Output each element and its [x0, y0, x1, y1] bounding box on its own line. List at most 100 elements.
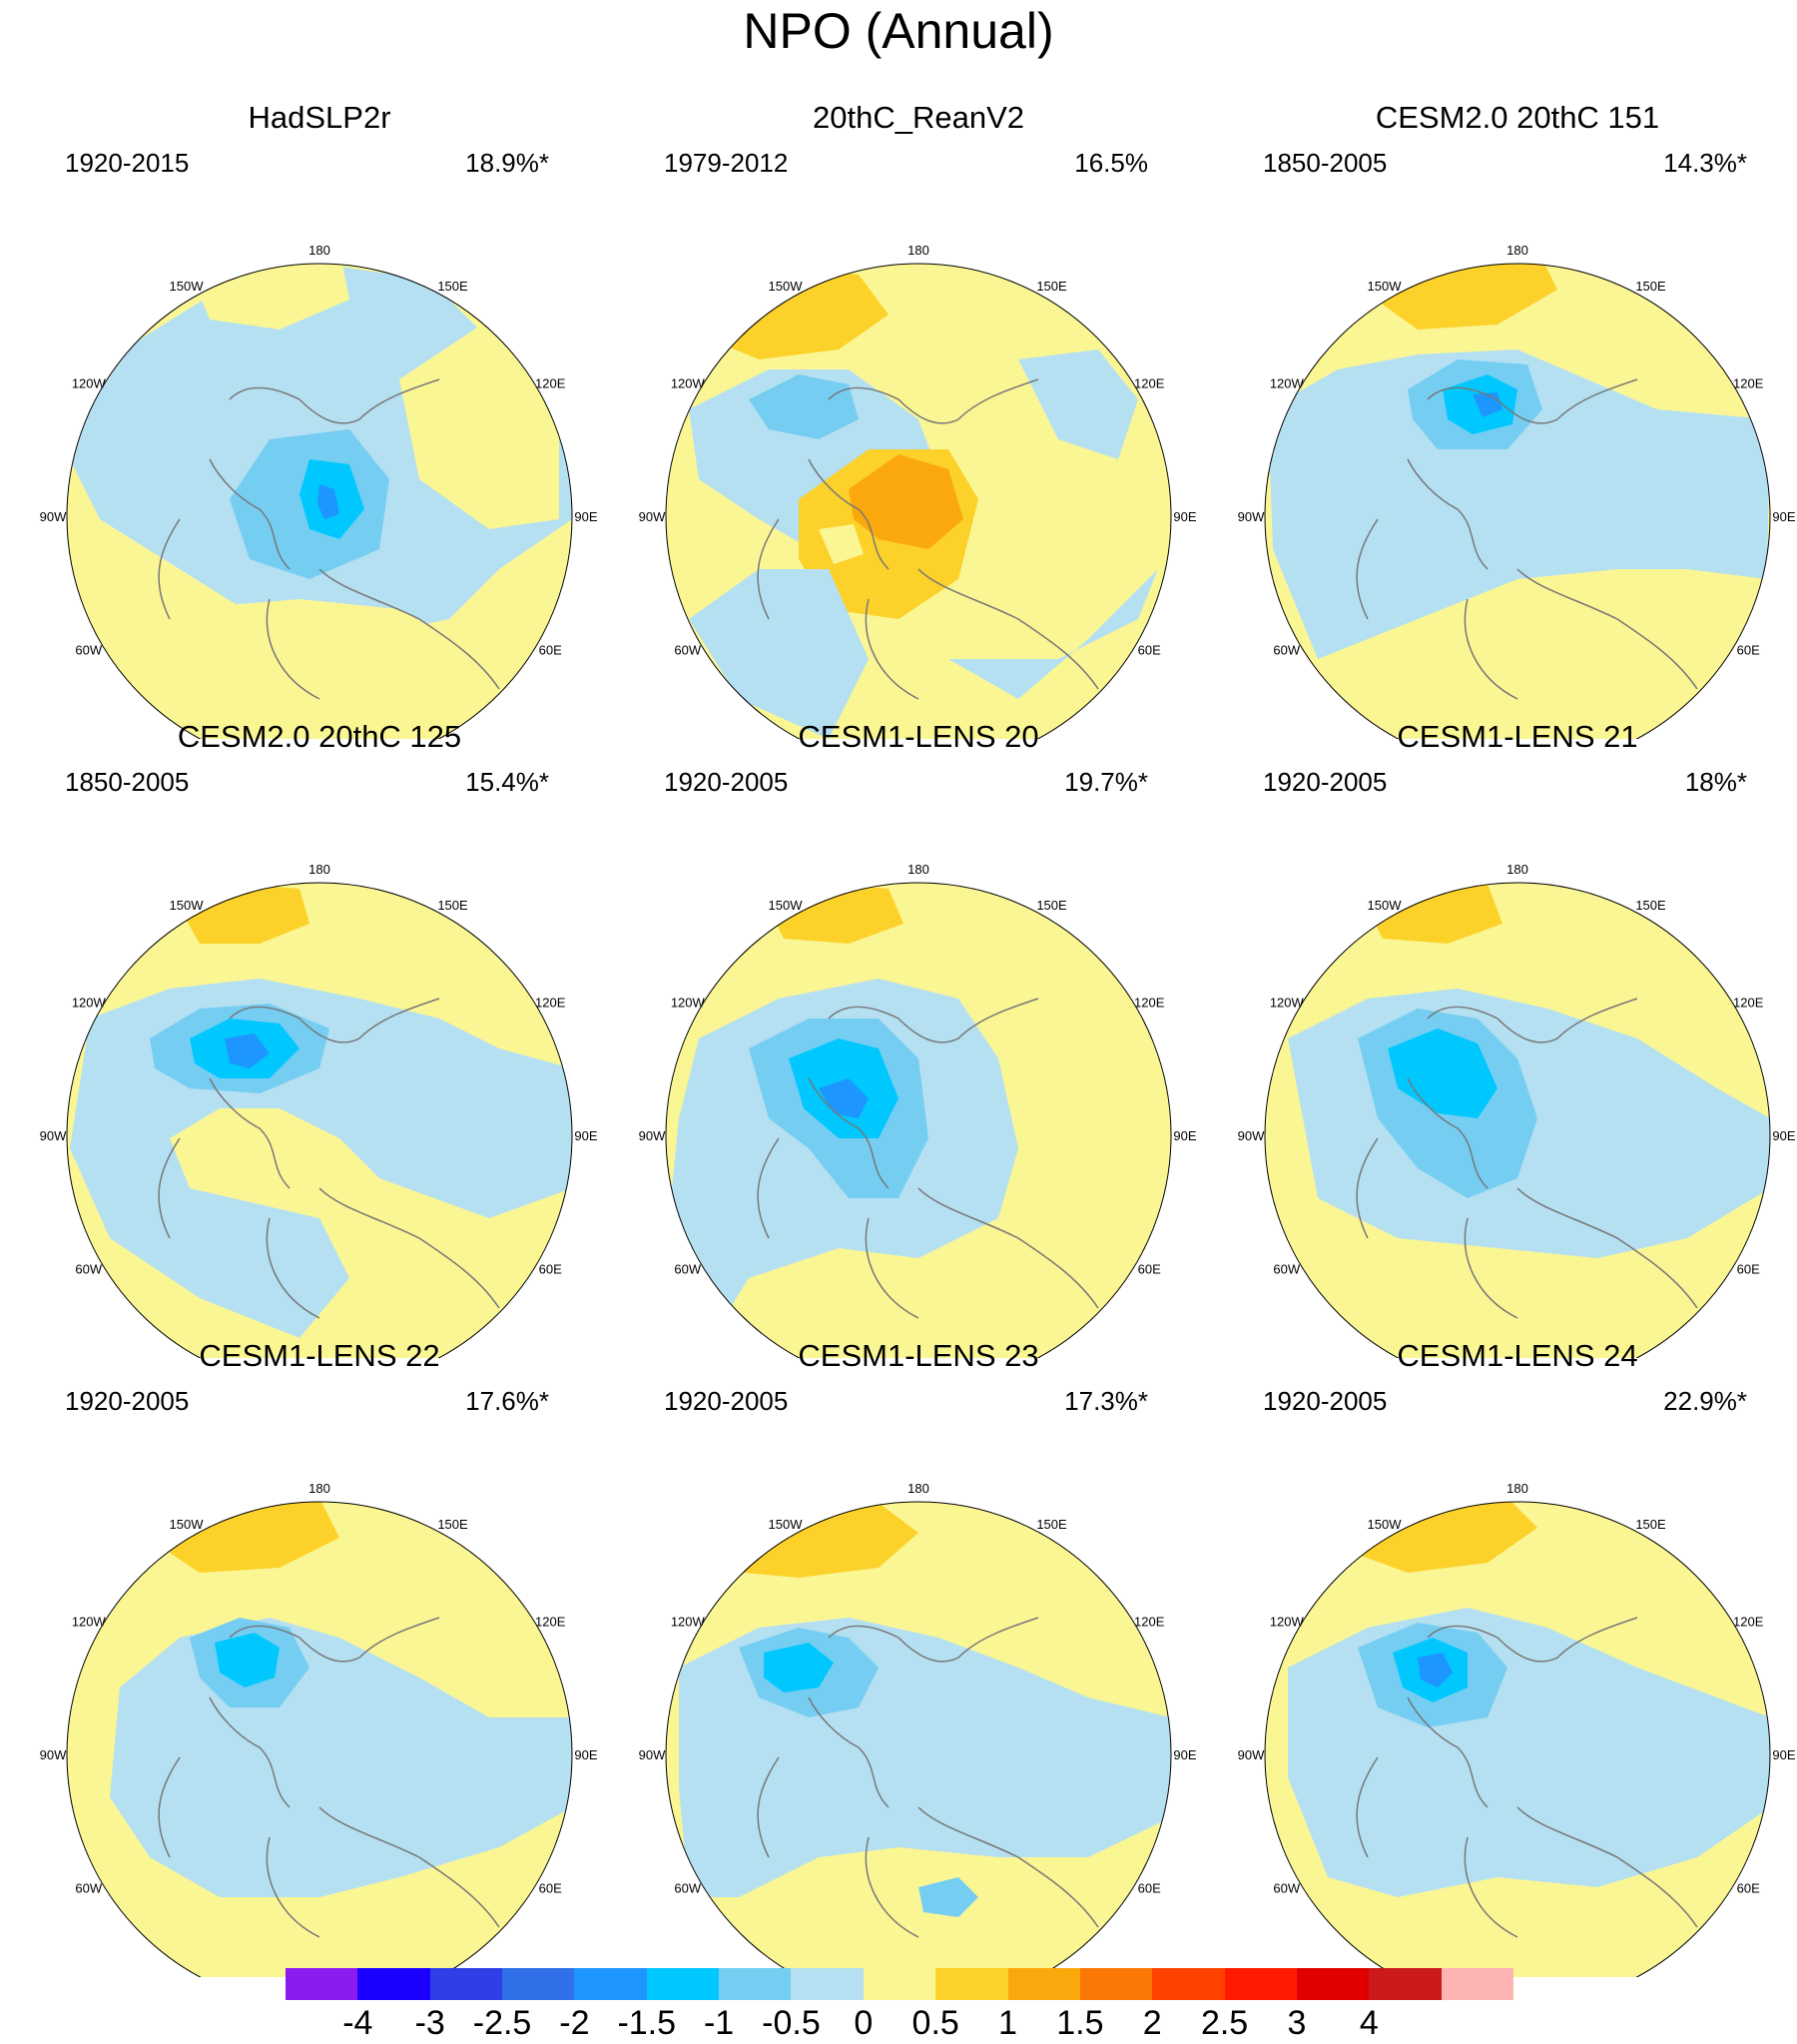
longitude-label: 90W	[639, 509, 666, 524]
longitude-label: 150W	[769, 1517, 804, 1532]
longitude-label: 90W	[639, 1747, 666, 1762]
colorbar-tick-label: -4	[342, 2004, 373, 2042]
map-border	[665, 1501, 1172, 1977]
longitude-label: 60W	[674, 1881, 701, 1896]
anomaly-contour	[1018, 349, 1138, 459]
anomaly-contour	[1268, 349, 1770, 659]
colorbar-tick-label: 2	[1142, 2004, 1162, 2042]
longitude-label: 60W	[1273, 1881, 1300, 1896]
panel-variance-percent: 19.7%*	[1064, 767, 1148, 797]
longitude-label: 60W	[75, 643, 102, 658]
map-border	[665, 882, 1172, 1358]
longitude-label: 120E	[535, 996, 566, 1011]
longitude-label: 120W	[72, 1615, 107, 1630]
colorbar-tick-label: 4	[1359, 2004, 1379, 2042]
longitude-label: 150E	[437, 279, 468, 294]
colorbar-swatch	[1296, 1968, 1370, 2000]
panel-years: 1920-2005	[664, 767, 789, 797]
coastline	[757, 378, 1099, 700]
colorbar-swatch	[1152, 1968, 1226, 2000]
longitude-label: 60W	[674, 643, 701, 658]
coastline	[158, 1617, 500, 1938]
coastline	[158, 998, 500, 1319]
longitude-label: 150W	[769, 898, 804, 913]
longitude-label: 90W	[40, 1128, 67, 1143]
coastline	[757, 998, 1099, 1319]
longitude-label: 90E	[1772, 1128, 1795, 1143]
longitude-label: 150W	[170, 279, 205, 294]
longitude-label: 60E	[539, 1262, 562, 1277]
coastline	[1356, 998, 1698, 1319]
anomaly-contour	[764, 1643, 834, 1693]
colorbar-swatch	[357, 1968, 431, 2000]
longitude-label: 150E	[1635, 1517, 1666, 1532]
longitude-label: 120W	[1270, 1615, 1305, 1630]
longitude-label: 90W	[40, 509, 67, 524]
anomaly-contour	[215, 1633, 280, 1688]
longitude-label: 150E	[1036, 279, 1067, 294]
panel-years: 1920-2015	[65, 148, 190, 178]
map-panel: 180150E120E90E60E30E030W60W90W120W150WCE…	[619, 719, 1218, 1358]
colorbar-tick-label: -3	[414, 2004, 445, 2042]
map-border	[1264, 882, 1771, 1358]
map-border	[66, 882, 573, 1358]
longitude-label: 60E	[1737, 1881, 1760, 1896]
panel-variance-percent: 17.6%*	[465, 1386, 549, 1416]
longitude-label: 150W	[1368, 1517, 1403, 1532]
map-panel: 180150E120E90E60E30E030W60W90W120W150WCE…	[619, 1338, 1218, 1977]
polar-map: 180150E120E90E60E30E030W60W90W120W150W	[40, 243, 598, 739]
colorbar-tick-label: 0	[854, 2004, 874, 2042]
longitude-label: 90W	[1238, 1128, 1265, 1143]
longitude-label: 180	[1506, 1481, 1528, 1496]
map-panel: 180150E120E90E60E30E030W60W90W120W150WCE…	[20, 1338, 619, 1977]
panel-title: CESM2.0 20thC 151	[1375, 100, 1660, 135]
anomaly-contour	[819, 524, 864, 564]
colorbar-swatch	[791, 1968, 865, 2000]
longitude-label: 60W	[75, 1262, 102, 1277]
anomaly-contour	[918, 1877, 978, 1917]
longitude-label: 120E	[1733, 996, 1764, 1011]
panel-title: CESM1-LENS 24	[1397, 1338, 1638, 1373]
polar-map: 180150E120E90E60E30E030W60W90W120W150W	[1238, 1481, 1796, 1977]
longitude-label: 60W	[674, 1262, 701, 1277]
colorbar-swatch	[286, 1968, 358, 2000]
panel-title: CESM1-LENS 21	[1397, 719, 1638, 754]
longitude-label: 60E	[1737, 643, 1760, 658]
longitude-label: 60W	[1273, 1262, 1300, 1277]
longitude-label: 180	[907, 862, 929, 877]
map-panel: 180150E120E90E60E30E030W60W90W120W150W20…	[619, 100, 1218, 739]
colorbar-tick-label: -0.5	[762, 2004, 821, 2042]
panel-years: 1979-2012	[664, 148, 789, 178]
longitude-label: 150E	[1635, 898, 1666, 913]
panel-years: 1920-2005	[65, 1386, 190, 1416]
longitude-label: 60E	[1737, 1262, 1760, 1277]
longitude-label: 120W	[671, 1615, 706, 1630]
panel-title: CESM2.0 20thC 125	[177, 719, 462, 754]
colorbar-tick-label: 1.5	[1056, 2004, 1104, 2042]
anomaly-contour	[749, 374, 859, 439]
longitude-label: 90E	[1173, 509, 1196, 524]
colorbar-swatch	[1441, 1968, 1514, 2000]
colorbar-swatch	[646, 1968, 720, 2000]
longitude-label: 120E	[535, 376, 566, 391]
panel-variance-percent: 18.9%*	[465, 148, 549, 178]
longitude-label: 120W	[671, 376, 706, 391]
longitude-label: 90W	[1238, 1747, 1265, 1762]
longitude-label: 150W	[1368, 898, 1403, 913]
colorbar-tick-label: 0.5	[911, 2004, 959, 2042]
figure-title: NPO (Annual)	[743, 3, 1054, 59]
panel-years: 1920-2005	[1263, 767, 1388, 797]
panel-years: 1850-2005	[1263, 148, 1388, 178]
longitude-label: 150E	[1036, 1517, 1067, 1532]
colorbar-swatch	[1224, 1968, 1298, 2000]
panel-title: 20thC_ReanV2	[813, 100, 1024, 135]
longitude-label: 60E	[1138, 1262, 1161, 1277]
longitude-label: 120W	[72, 376, 107, 391]
anomaly-contour	[948, 569, 1158, 699]
panel-variance-percent: 18%*	[1684, 767, 1747, 797]
longitude-label: 90E	[1173, 1128, 1196, 1143]
longitude-label: 120E	[1134, 376, 1165, 391]
longitude-label: 180	[1506, 862, 1528, 877]
panel-years: 1850-2005	[65, 767, 190, 797]
colorbar-tick-label: 2.5	[1200, 2004, 1249, 2042]
